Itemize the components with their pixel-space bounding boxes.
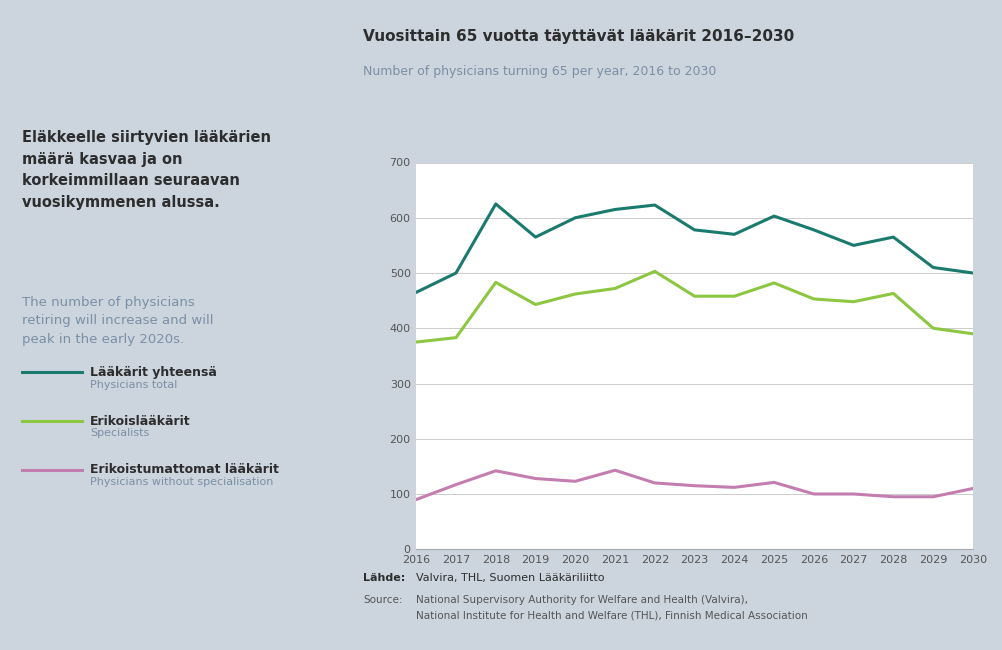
Text: The number of physicians
retiring will increase and will
peak in the early 2020s: The number of physicians retiring will i…: [22, 296, 213, 346]
Text: Eläkkeelle siirtyvien lääkärien
määrä kasvaa ja on
korkeimmillaan seuraavan
vuos: Eläkkeelle siirtyvien lääkärien määrä ka…: [22, 130, 271, 210]
Text: National Supervisory Authority for Welfare and Health (Valvira),: National Supervisory Authority for Welfa…: [416, 595, 747, 604]
Text: Lääkärit yhteensä: Lääkärit yhteensä: [90, 366, 216, 379]
Text: Erikoislääkärit: Erikoislääkärit: [90, 415, 190, 428]
Text: Physicians total: Physicians total: [90, 380, 177, 389]
Text: Lähde:: Lähde:: [363, 573, 405, 583]
Text: Physicians without specialisation: Physicians without specialisation: [90, 477, 274, 487]
Text: Vuosittain 65 vuotta täyttävät lääkärit 2016–2030: Vuosittain 65 vuotta täyttävät lääkärit …: [363, 29, 794, 44]
Text: Number of physicians turning 65 per year, 2016 to 2030: Number of physicians turning 65 per year…: [363, 65, 715, 78]
Text: National Institute for Health and Welfare (THL), Finnish Medical Association: National Institute for Health and Welfar…: [416, 611, 808, 621]
Text: Source:: Source:: [363, 595, 402, 604]
Text: Erikoistumattomat lääkärit: Erikoistumattomat lääkärit: [90, 463, 279, 476]
Text: Valvira, THL, Suomen Lääkäriliitto: Valvira, THL, Suomen Lääkäriliitto: [416, 573, 604, 583]
Text: Specialists: Specialists: [90, 428, 149, 438]
